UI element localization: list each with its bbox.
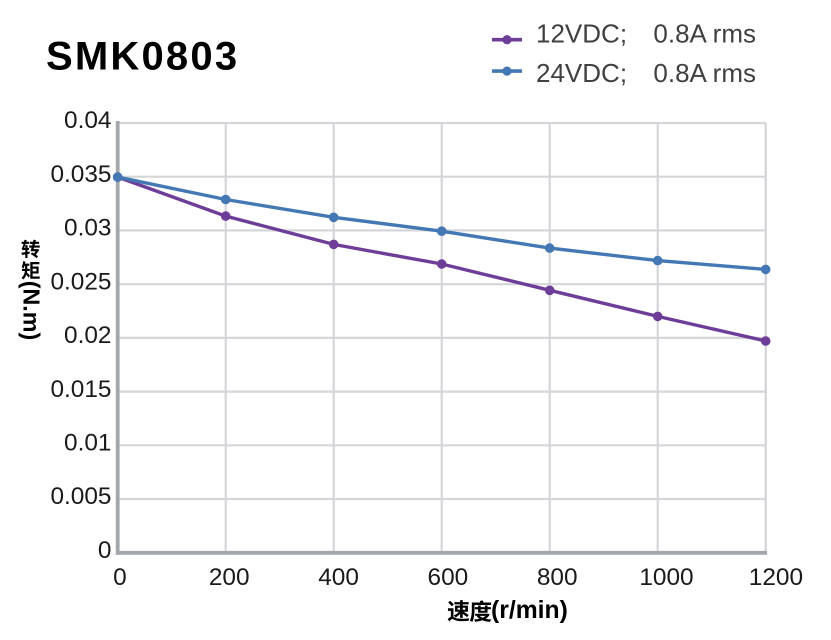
svg-text:1200: 1200 — [749, 564, 803, 591]
svg-text:0.02: 0.02 — [64, 322, 111, 349]
svg-text:0.025: 0.025 — [50, 268, 111, 295]
svg-text:1000: 1000 — [639, 564, 693, 591]
svg-text:24VDC;: 24VDC; — [536, 58, 627, 88]
svg-text:SMK0803: SMK0803 — [46, 34, 239, 78]
svg-text:0.015: 0.015 — [50, 376, 111, 403]
svg-text:12VDC;: 12VDC; — [536, 18, 627, 48]
svg-text:0.03: 0.03 — [64, 215, 111, 242]
svg-text:600: 600 — [428, 564, 469, 591]
svg-text:(r/min): (r/min) — [491, 597, 568, 624]
svg-text:0.8A rms: 0.8A rms — [653, 18, 756, 48]
svg-text:200: 200 — [209, 564, 250, 591]
svg-text:0: 0 — [98, 537, 112, 564]
svg-text:0.01: 0.01 — [64, 430, 111, 457]
svg-text:0.8A rms: 0.8A rms — [653, 58, 756, 88]
svg-text:800: 800 — [537, 564, 578, 591]
svg-text:(N.m): (N.m) — [18, 281, 44, 341]
svg-text:0: 0 — [113, 564, 127, 591]
svg-text:0.04: 0.04 — [64, 107, 111, 134]
svg-text:400: 400 — [318, 564, 359, 591]
svg-text:0.005: 0.005 — [50, 483, 111, 510]
svg-text:0.035: 0.035 — [50, 161, 111, 188]
